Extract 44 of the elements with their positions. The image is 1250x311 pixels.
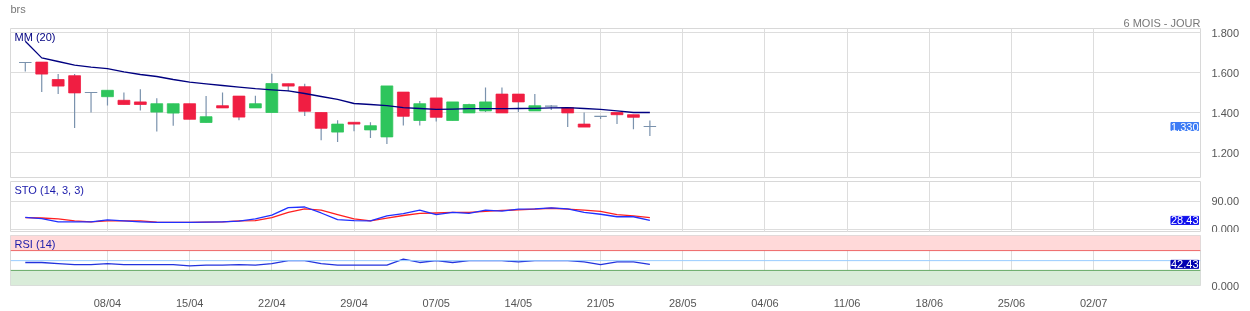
y-tick-label: 1.200 <box>1211 146 1240 159</box>
series-label: MM (20) <box>14 30 56 43</box>
x-tick-label: 29/04 <box>340 296 368 309</box>
candlestick <box>314 111 328 141</box>
candlestick <box>35 61 49 93</box>
candlestick <box>68 73 81 129</box>
x-tick-label: 28/05 <box>668 296 697 309</box>
x-tick-label: 25/06 <box>997 296 1026 309</box>
y-tick-label: 90.00 <box>1211 195 1240 208</box>
x-tick-label: 07/05 <box>422 296 450 309</box>
candlestick <box>51 73 65 95</box>
chart-subtitle: 6 MOIS - JOUR <box>1123 16 1201 29</box>
candlestick <box>134 88 147 112</box>
annotation: 28.43 <box>1170 214 1199 227</box>
x-tick-label: 08/04 <box>93 296 122 309</box>
candlestick <box>413 100 427 127</box>
y-tick-label: 1.400 <box>1211 106 1240 119</box>
annotation: 1.330 <box>1170 120 1199 133</box>
chart-title: STO (14, 3, 3) <box>14 183 84 196</box>
annotation: 42.43 <box>1170 258 1199 271</box>
x-tick-label: 15/04 <box>175 296 204 309</box>
x-tick-label: 22/04 <box>258 296 286 309</box>
y-tick-label: 1.800 <box>1211 26 1240 39</box>
candlestick <box>232 95 246 121</box>
candlestick <box>331 119 344 143</box>
candlestick <box>479 86 492 113</box>
x-tick-label: 21/05 <box>586 296 615 309</box>
x-tick-label: 02/07 <box>1079 296 1108 309</box>
candlestick <box>347 121 361 132</box>
candlestick <box>166 103 180 127</box>
x-tick-label: 04/06 <box>751 296 779 309</box>
chart-title: RSI (14) <box>14 237 56 250</box>
x-tick-label: 14/05 <box>504 296 533 309</box>
y-tick-label: 0.000 <box>1211 222 1240 235</box>
y-tick-label: 1.600 <box>1211 66 1240 79</box>
candlestick <box>117 91 131 106</box>
x-tick-label: 18/06 <box>915 296 944 309</box>
candlestick <box>610 111 624 125</box>
candlestick <box>150 97 164 133</box>
candlestick <box>577 111 591 128</box>
candlestick <box>199 95 213 124</box>
chart-title: brs <box>10 2 27 15</box>
x-tick-label: 11/06 <box>833 296 861 309</box>
candlestick <box>495 86 509 114</box>
